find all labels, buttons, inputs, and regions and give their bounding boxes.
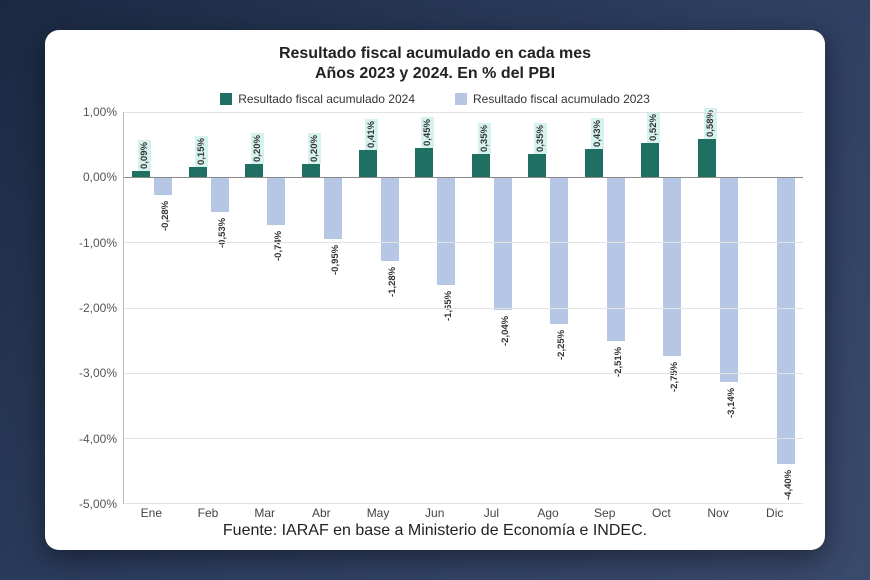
chart-title: Resultado fiscal acumulado en cada mes A…	[67, 44, 803, 84]
y-tick-label: 1,00%	[83, 105, 117, 119]
bar-label-2023: -2,25%	[555, 328, 568, 362]
bar-2023	[437, 177, 455, 285]
bar-label-2023: -0,74%	[272, 229, 285, 263]
legend-swatch-2024	[220, 93, 232, 105]
chart-area: 1,00%0,00%-1,00%-2,00%-3,00%-4,00%-5,00%…	[67, 112, 803, 504]
zero-line	[124, 177, 803, 178]
bar-label-2024: 0,35%	[534, 123, 547, 154]
bar-label-2024: 0,41%	[365, 120, 378, 151]
bar-2024	[585, 149, 603, 177]
bar-2023	[550, 177, 568, 324]
bar-label-2023: -0,53%	[216, 216, 229, 250]
bar-label-2024: 0,09%	[138, 140, 151, 171]
legend-swatch-2023	[455, 93, 467, 105]
y-tick-label: -2,00%	[79, 301, 117, 315]
x-tick-label: Ago	[520, 506, 577, 520]
x-tick-label: Sep	[576, 506, 633, 520]
x-tick-label: Oct	[633, 506, 690, 520]
chart-source: Fuente: IARAF en base a Ministerio de Ec…	[67, 522, 803, 540]
bar-2024	[245, 164, 263, 177]
bar-label-2024: 0,45%	[421, 117, 434, 148]
bar-2023	[777, 177, 795, 464]
x-tick-label: May	[350, 506, 407, 520]
bar-2023	[324, 177, 342, 239]
bar-label-2024: 0,58%	[704, 108, 717, 139]
gridline	[124, 438, 803, 439]
bar-label-2023: -2,04%	[499, 314, 512, 348]
chart-title-line1: Resultado fiscal acumulado en cada mes	[67, 44, 803, 64]
bar-label-2024: 0,35%	[478, 123, 491, 154]
legend-item-2024: Resultado fiscal acumulado 2024	[220, 92, 415, 106]
bar-label-2024: 0,20%	[308, 133, 321, 164]
bar-label-2024: 0,43%	[591, 118, 604, 149]
bar-label-2024: 0,15%	[195, 136, 208, 167]
bar-label-2024: 0,52%	[647, 112, 660, 143]
bar-label-2023: -3,14%	[725, 386, 738, 420]
bar-2024	[415, 148, 433, 177]
y-tick-label: -1,00%	[79, 236, 117, 250]
bar-label-2023: -1,65%	[442, 289, 455, 323]
bar-2023	[720, 177, 738, 382]
bar-2024	[641, 143, 659, 177]
gridline	[124, 308, 803, 309]
bar-2023	[381, 177, 399, 260]
x-tick-label: Abr	[293, 506, 350, 520]
legend-label-2023: Resultado fiscal acumulado 2023	[473, 92, 650, 106]
gridline	[124, 503, 803, 504]
bar-label-2023: -4,40%	[782, 468, 795, 502]
bar-2024	[528, 154, 546, 177]
legend: Resultado fiscal acumulado 2024 Resultad…	[67, 92, 803, 106]
y-tick-label: -5,00%	[79, 497, 117, 511]
gridline	[124, 112, 803, 113]
bar-2024	[302, 164, 320, 177]
bar-label-2023: -1,28%	[386, 264, 399, 298]
bar-2023	[154, 177, 172, 195]
bar-2023	[211, 177, 229, 212]
plot-area: 0,09% -0,28% 0,15% -0,53% 0,20% -0,74% 0,20% -0…	[123, 112, 803, 504]
bar-label-2023: -0,28%	[159, 199, 172, 233]
chart-title-line2: Años 2023 y 2024. En % del PBI	[67, 64, 803, 84]
gridline	[124, 242, 803, 243]
bar-label-2023: -0,95%	[329, 243, 342, 277]
bar-label-2023: -2,75%	[668, 360, 681, 394]
legend-item-2023: Resultado fiscal acumulado 2023	[455, 92, 650, 106]
x-tick-label: Ene	[123, 506, 180, 520]
bar-2024	[472, 154, 490, 177]
x-tick-label: Feb	[180, 506, 237, 520]
bar-2024	[359, 150, 377, 177]
bar-label-2024: 0,20%	[251, 133, 264, 164]
x-tick-label: Mar	[236, 506, 293, 520]
x-tick-label: Jun	[406, 506, 463, 520]
x-tick-label: Jul	[463, 506, 520, 520]
x-tick-label: Nov	[690, 506, 747, 520]
legend-label-2024: Resultado fiscal acumulado 2024	[238, 92, 415, 106]
bar-2023	[494, 177, 512, 310]
y-axis: 1,00%0,00%-1,00%-2,00%-3,00%-4,00%-5,00%	[67, 112, 123, 504]
y-tick-label: 0,00%	[83, 170, 117, 184]
chart-card: Resultado fiscal acumulado en cada mes A…	[45, 30, 825, 550]
bar-2024	[189, 167, 207, 177]
y-tick-label: -4,00%	[79, 432, 117, 446]
y-tick-label: -3,00%	[79, 366, 117, 380]
bar-2023	[663, 177, 681, 356]
backdrop: Resultado fiscal acumulado en cada mes A…	[0, 0, 870, 580]
bar-2023	[267, 177, 285, 225]
bar-2023	[607, 177, 625, 341]
gridline	[124, 373, 803, 374]
x-axis-labels: EneFebMarAbrMayJunJulAgoSepOctNovDic	[123, 506, 803, 520]
x-tick-label: Dic	[746, 506, 803, 520]
bar-2024	[698, 139, 716, 177]
